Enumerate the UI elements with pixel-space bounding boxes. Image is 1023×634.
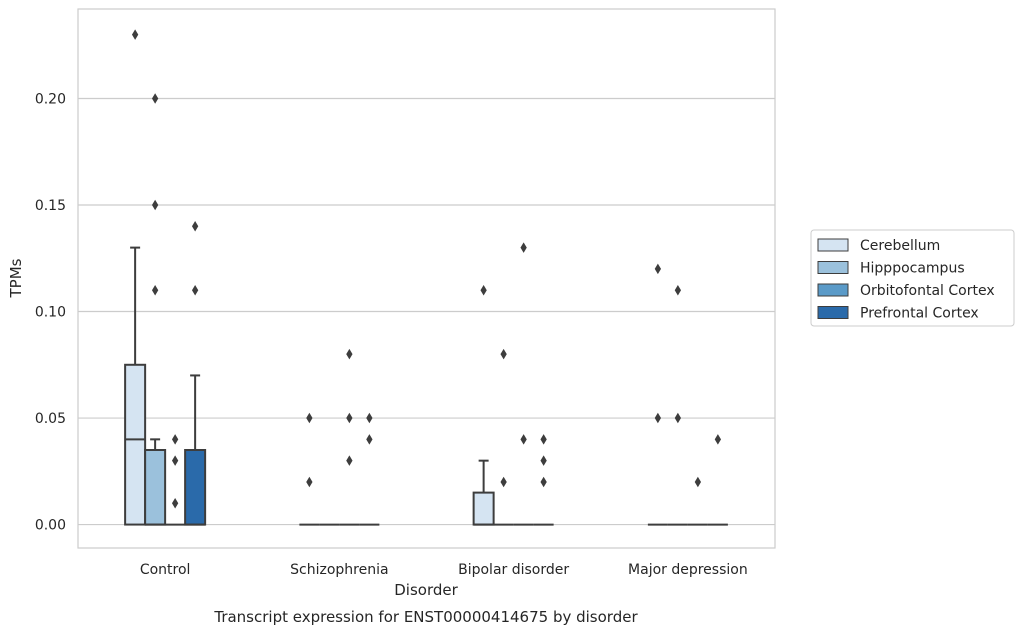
outlier-point bbox=[540, 455, 547, 466]
outlier-markers bbox=[131, 29, 722, 509]
legend-label: Prefrontal Cortex bbox=[860, 306, 979, 322]
legend-frame bbox=[810, 229, 1015, 327]
outlier-point bbox=[674, 412, 682, 424]
y-tick-label: 0.05 bbox=[35, 411, 66, 427]
legend: Cerebellum Hipppocampus Orbitofontal Corte… bbox=[810, 229, 1015, 327]
x-tick-labels: Control Schizophrenia Bipolar disorder Majo… bbox=[140, 562, 748, 578]
outlier-point bbox=[500, 348, 507, 360]
legend-swatch bbox=[817, 283, 849, 297]
outlier-point bbox=[131, 29, 139, 40]
legend-swatch bbox=[817, 306, 849, 319]
outlier-point bbox=[171, 455, 179, 466]
x-tick-label: Major depression bbox=[628, 562, 748, 578]
y-tick-label: 0.15 bbox=[35, 198, 66, 214]
outlier-point bbox=[346, 348, 353, 360]
y-tick-labels: 0.00 0.05 0.10 0.15 0.20 bbox=[35, 91, 66, 533]
box-iqr bbox=[144, 449, 167, 526]
box-elements bbox=[124, 246, 728, 526]
outlier-point bbox=[540, 476, 547, 488]
y-tick-label: 0.20 bbox=[35, 91, 66, 107]
outlier-point bbox=[654, 412, 662, 424]
outlier-point bbox=[151, 199, 159, 211]
y-tick-label: 0.10 bbox=[35, 305, 66, 321]
box bbox=[184, 374, 207, 526]
box-iqr bbox=[472, 491, 495, 526]
outlier-point bbox=[674, 284, 682, 296]
legend-label: Cerebellum bbox=[860, 238, 940, 254]
outlier-point bbox=[171, 498, 179, 509]
outlier-point bbox=[151, 284, 159, 296]
legend-swatch bbox=[817, 238, 849, 252]
outlier-point bbox=[191, 221, 199, 232]
outlier-point bbox=[714, 434, 722, 445]
outlier-point bbox=[171, 434, 179, 445]
outlier-point bbox=[346, 455, 353, 466]
outlier-point bbox=[520, 242, 527, 253]
y-tick-label: 0.00 bbox=[35, 518, 66, 534]
box bbox=[472, 459, 495, 526]
outlier-point bbox=[366, 434, 373, 445]
box-iqr bbox=[184, 449, 207, 526]
outlier-point bbox=[151, 93, 159, 104]
outlier-point bbox=[694, 476, 702, 488]
box-iqr bbox=[124, 363, 147, 526]
y-gridlines bbox=[78, 97, 775, 526]
legend-swatch bbox=[817, 261, 849, 274]
x-tick-label: Bipolar disorder bbox=[458, 562, 569, 578]
outlier-point bbox=[306, 412, 313, 424]
outlier-point bbox=[500, 476, 507, 488]
plot-area-frame bbox=[77, 8, 776, 549]
legend-label: Hipppocampus bbox=[860, 261, 965, 277]
x-axis-title: Disorder bbox=[394, 581, 458, 599]
outlier-point bbox=[191, 284, 199, 296]
outlier-point bbox=[480, 284, 487, 296]
y-axis-title: TPMs bbox=[7, 258, 25, 298]
outlier-point bbox=[346, 412, 353, 424]
outlier-point bbox=[520, 434, 527, 445]
x-tick-label: Control bbox=[140, 562, 191, 578]
box bbox=[124, 246, 147, 526]
box bbox=[144, 438, 167, 526]
x-tick-label: Schizophrenia bbox=[290, 562, 388, 578]
outlier-point bbox=[654, 263, 662, 275]
outlier-point bbox=[306, 476, 313, 488]
chart-title: Transcript expression for ENST0000041467… bbox=[213, 608, 638, 626]
legend-label: Orbitofontal Cortex bbox=[860, 283, 995, 299]
outlier-point bbox=[366, 412, 373, 424]
outlier-point bbox=[540, 434, 547, 445]
